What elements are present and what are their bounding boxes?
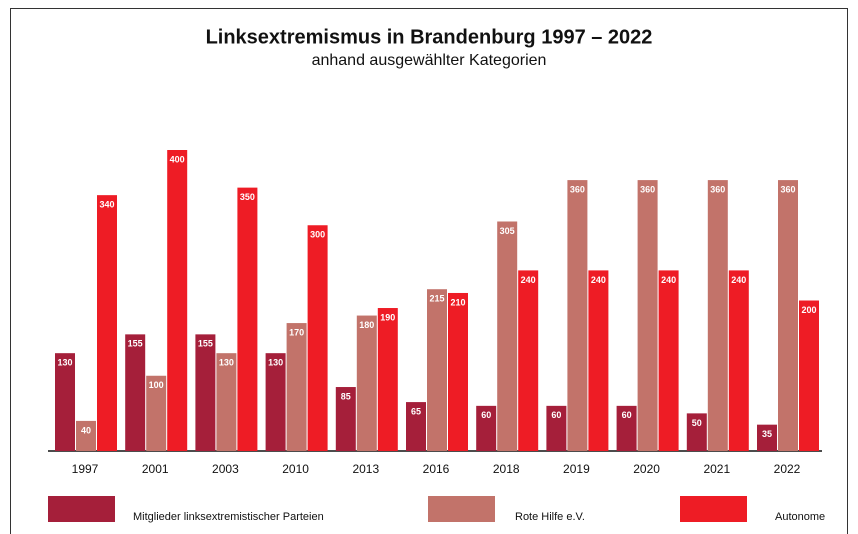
x-tick-label: 2022 [774,462,801,476]
bar [265,353,286,451]
value-label: 400 [170,154,185,164]
value-label: 340 [99,200,114,210]
x-tick-label: 2021 [703,462,730,476]
value-label: 155 [128,339,143,349]
bar [799,300,819,451]
bar [658,270,679,451]
legend-label: Mitglieder linksextremistischer Parteien [133,511,324,523]
legend-label: Autonome [775,511,825,523]
bar [686,413,707,451]
legend-swatch [428,496,495,522]
value-label: 210 [450,297,465,307]
bar [757,424,777,451]
x-tick-label: 1997 [72,462,99,476]
legend-label: Rote Hilfe e.V. [515,511,585,523]
value-label: 65 [411,406,421,416]
value-label: 215 [429,294,444,304]
bar [55,353,75,451]
bar [76,420,96,451]
bar [728,270,749,451]
value-label: 170 [289,327,304,337]
x-tick-label: 2003 [212,462,239,476]
value-label: 130 [57,358,72,368]
bar [195,334,216,451]
value-label: 300 [310,230,325,240]
bar [707,180,728,451]
bar [406,402,426,451]
x-tick-label: 2010 [282,462,309,476]
value-label: 240 [731,275,746,285]
legend-swatch [680,496,747,522]
x-tick-label: 2001 [142,462,169,476]
value-label: 40 [81,425,91,435]
value-label: 240 [521,275,536,285]
value-label: 360 [640,184,655,194]
bar [588,270,609,451]
value-label: 190 [380,312,395,322]
value-label: 360 [570,184,585,194]
bar [97,195,117,451]
bar [125,334,146,451]
value-label: 305 [500,226,515,236]
frame [10,8,848,534]
value-label: 60 [481,410,491,420]
value-label: 200 [801,305,816,315]
value-label: 360 [780,184,795,194]
value-label: 130 [219,358,234,368]
x-tick-label: 2016 [423,462,450,476]
value-label: 60 [551,410,561,420]
bar [518,270,539,451]
value-label: 240 [591,275,606,285]
chart-subtitle: anhand ausgewählter Kategorien [312,52,547,69]
bar [216,353,237,451]
x-tick-label: 2019 [563,462,590,476]
bar [497,221,518,451]
bar [567,180,588,451]
value-label: 130 [268,358,283,368]
value-label: 100 [149,380,164,390]
x-tick-label: 2013 [352,462,379,476]
bar [637,180,658,451]
value-label: 85 [341,391,351,401]
value-label: 350 [240,192,255,202]
bar [616,405,637,451]
value-label: 50 [692,418,702,428]
bar [286,323,307,451]
value-label: 35 [762,429,772,439]
bar [778,180,798,451]
value-label: 60 [622,410,632,420]
bar [546,405,567,451]
x-tick-label: 2018 [493,462,520,476]
value-label: 360 [710,184,725,194]
bar [476,405,497,451]
value-label: 240 [661,275,676,285]
bar [356,315,377,451]
value-label: 180 [359,320,374,330]
value-label: 155 [198,339,213,349]
bar [448,292,468,451]
bar [335,387,356,451]
bar [427,289,447,451]
x-tick-label: 2020 [633,462,660,476]
bar [146,375,167,451]
bar [237,187,258,451]
chart-title: Linksextremismus in Brandenburg 1997 – 2… [206,26,653,48]
bar [167,150,188,451]
legend-swatch [48,496,115,522]
bar [307,225,328,451]
bar [377,308,398,451]
